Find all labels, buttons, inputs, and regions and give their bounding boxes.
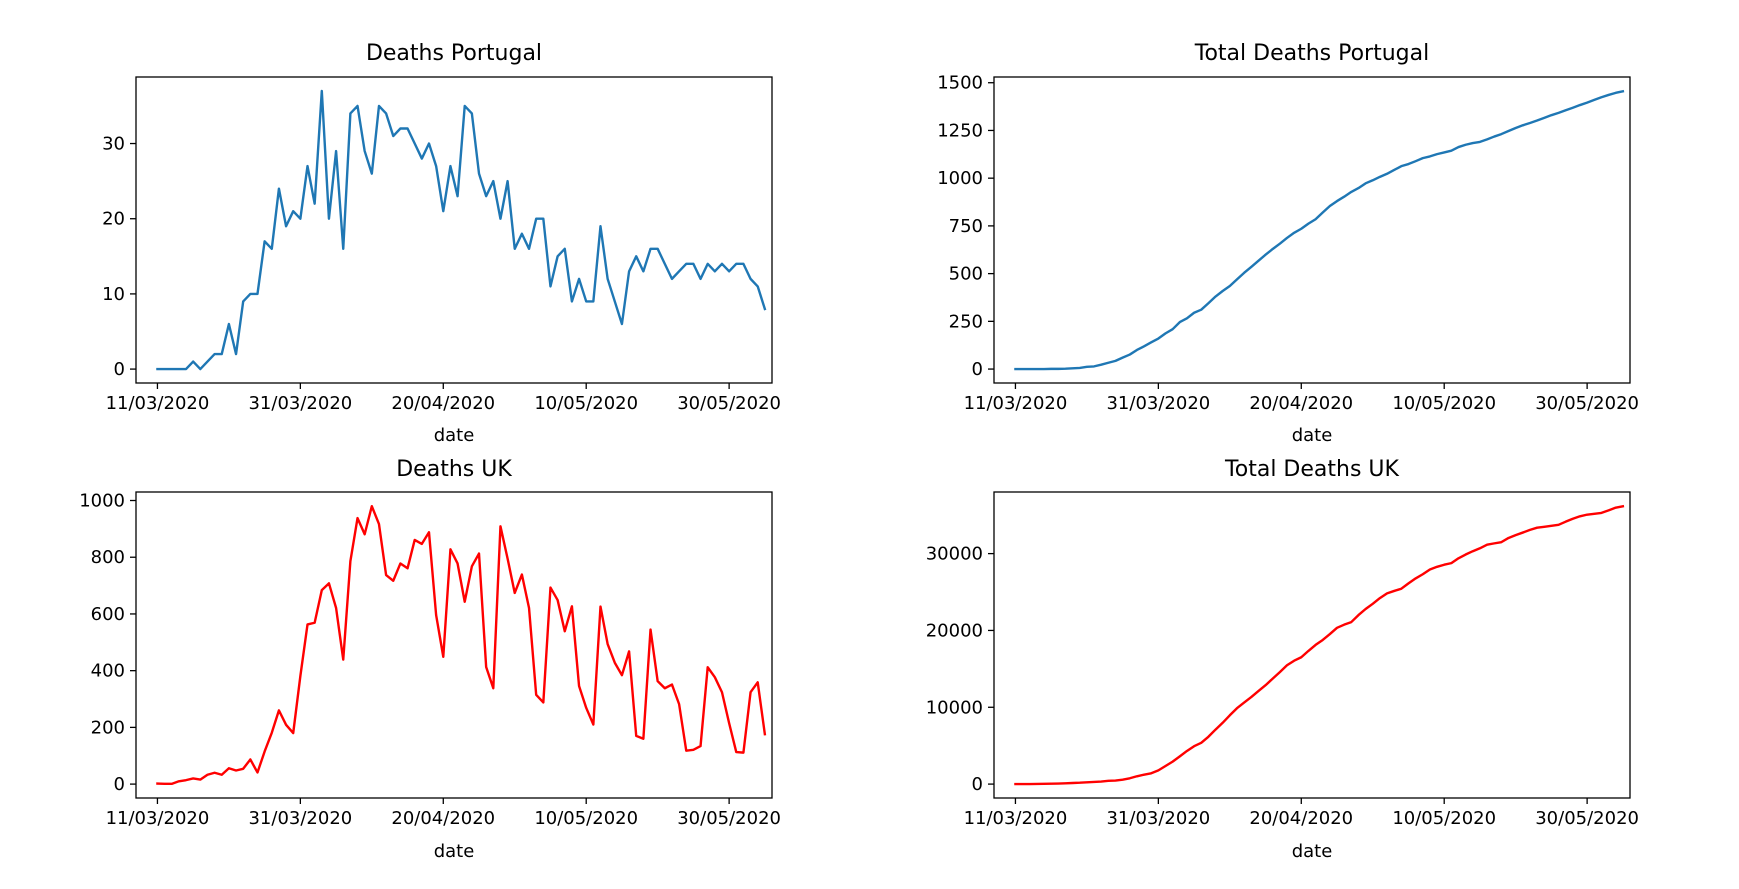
x-tick-label: 31/03/2020	[1106, 808, 1210, 829]
series-line	[1014, 504, 1625, 786]
x-axis-label: date	[1292, 425, 1333, 446]
subplot-total-deaths-portugal: Total Deaths Portugal date 11/03/2020 31/…	[937, 41, 1639, 446]
x-tick-label: 20/04/2020	[391, 393, 495, 414]
x-tick-label: 11/03/2020	[106, 393, 210, 414]
y-tick-label: 10	[102, 284, 125, 305]
x-axis-label: date	[434, 425, 475, 446]
y-tick-label: 30	[102, 134, 125, 155]
y-tick-label: 800	[91, 547, 125, 568]
x-tick-label: 10/05/2020	[1392, 393, 1496, 414]
y-tick-label: 1000	[79, 491, 125, 512]
x-axis-label: date	[1292, 841, 1333, 862]
y-tick-label: 600	[91, 604, 125, 625]
y-tick-label: 500	[949, 264, 983, 285]
y-tick-label: 1250	[937, 120, 983, 141]
chart-title: Total Deaths Portugal	[1194, 41, 1429, 66]
y-tick-label: 0	[114, 774, 125, 795]
x-tick-label: 11/03/2020	[964, 808, 1068, 829]
x-tick-label: 10/05/2020	[1392, 808, 1496, 829]
y-tick-label: 200	[91, 717, 125, 738]
series-line	[156, 89, 767, 371]
subplot-deaths-uk: Deaths UK date 11/03/2020 31/03/2020 20/04…	[79, 457, 781, 862]
x-tick-label: 11/03/2020	[106, 808, 210, 829]
axes-frame	[135, 76, 773, 384]
y-tick-label: 0	[972, 359, 983, 380]
axes-frame	[993, 491, 1631, 799]
y-tick-label: 400	[91, 661, 125, 682]
y-tick-label: 30000	[926, 544, 983, 565]
axes-frame	[993, 76, 1631, 384]
x-tick-label: 31/03/2020	[1106, 393, 1210, 414]
x-tick-label: 10/05/2020	[534, 393, 638, 414]
y-tick-label: 20000	[926, 620, 983, 641]
y-tick-label: 250	[949, 311, 983, 332]
chart-title: Deaths UK	[396, 457, 512, 482]
axes-frame	[135, 491, 773, 799]
series-line	[1014, 89, 1625, 371]
x-tick-label: 10/05/2020	[534, 808, 638, 829]
x-tick-label: 30/05/2020	[677, 808, 781, 829]
subplot-deaths-portugal: Deaths Portugal date 11/03/2020 31/03/202…	[102, 41, 781, 446]
x-tick-label: 11/03/2020	[964, 393, 1068, 414]
x-tick-label: 30/05/2020	[677, 393, 781, 414]
y-tick-label: 10000	[926, 697, 983, 718]
subplot-total-deaths-uk: Total Deaths UK date 11/03/2020 31/03/202…	[926, 457, 1639, 862]
chart-title: Deaths Portugal	[366, 41, 542, 66]
x-tick-label: 31/03/2020	[248, 393, 352, 414]
y-tick-label: 1500	[937, 73, 983, 94]
y-tick-label: 1000	[937, 168, 983, 189]
chart-title: Total Deaths UK	[1224, 457, 1399, 482]
x-tick-label: 20/04/2020	[1249, 393, 1353, 414]
x-tick-label: 30/05/2020	[1535, 393, 1639, 414]
y-tick-label: 750	[949, 216, 983, 237]
x-tick-label: 31/03/2020	[248, 808, 352, 829]
x-axis-label: date	[434, 841, 475, 862]
series-line	[156, 504, 767, 786]
y-tick-label: 0	[114, 359, 125, 380]
x-tick-label: 30/05/2020	[1535, 808, 1639, 829]
x-tick-label: 20/04/2020	[391, 808, 495, 829]
x-tick-label: 20/04/2020	[1249, 808, 1353, 829]
y-tick-label: 0	[972, 774, 983, 795]
y-tick-label: 20	[102, 209, 125, 230]
